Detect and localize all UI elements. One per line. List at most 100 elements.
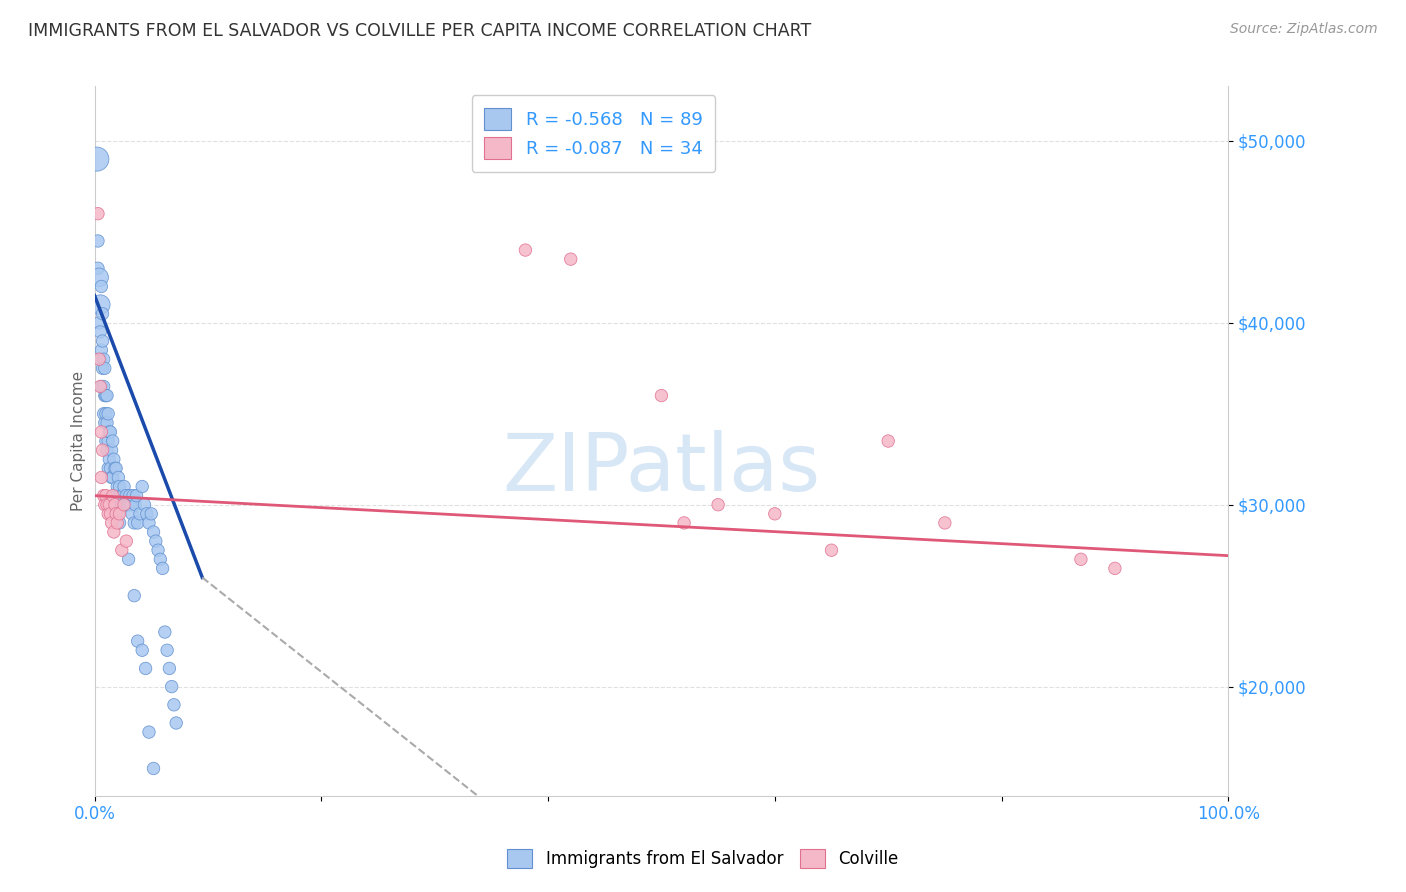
Point bbox=[124, 498, 146, 512]
Point bbox=[93, 352, 115, 367]
Point bbox=[108, 479, 131, 493]
Point bbox=[100, 425, 122, 439]
Point bbox=[94, 407, 117, 421]
Point bbox=[117, 498, 139, 512]
Point bbox=[117, 498, 139, 512]
Point bbox=[96, 388, 118, 402]
Point bbox=[127, 634, 149, 648]
Point bbox=[118, 489, 141, 503]
Point bbox=[108, 516, 131, 530]
Point bbox=[94, 388, 117, 402]
Point bbox=[87, 207, 110, 221]
Point bbox=[115, 534, 138, 549]
Point bbox=[101, 489, 124, 503]
Point bbox=[87, 270, 110, 285]
Point bbox=[100, 507, 122, 521]
Point bbox=[673, 516, 696, 530]
Point bbox=[135, 661, 157, 675]
Point bbox=[114, 498, 136, 512]
Point bbox=[1070, 552, 1092, 566]
Point bbox=[89, 325, 111, 339]
Point bbox=[98, 425, 121, 439]
Point bbox=[87, 352, 110, 367]
Point bbox=[105, 498, 128, 512]
Text: ZIPatlas: ZIPatlas bbox=[502, 431, 821, 508]
Point bbox=[122, 489, 145, 503]
Point bbox=[96, 416, 118, 430]
Legend: Immigrants from El Salvador, Colville: Immigrants from El Salvador, Colville bbox=[501, 843, 905, 875]
Point bbox=[89, 352, 111, 367]
Point bbox=[90, 379, 112, 393]
Point bbox=[98, 498, 121, 512]
Point bbox=[149, 552, 172, 566]
Point bbox=[820, 543, 842, 558]
Point bbox=[650, 388, 672, 402]
Point bbox=[111, 489, 134, 503]
Point bbox=[152, 561, 174, 575]
Point bbox=[100, 470, 122, 484]
Point bbox=[97, 461, 120, 475]
Point bbox=[127, 516, 149, 530]
Point bbox=[157, 661, 180, 675]
Point bbox=[104, 498, 127, 512]
Point bbox=[89, 298, 111, 312]
Point bbox=[112, 498, 135, 512]
Point bbox=[156, 643, 179, 657]
Point bbox=[104, 498, 127, 512]
Point bbox=[125, 489, 148, 503]
Point bbox=[121, 507, 143, 521]
Point bbox=[153, 625, 176, 640]
Point bbox=[707, 498, 730, 512]
Point bbox=[165, 716, 187, 731]
Point bbox=[87, 316, 110, 330]
Point bbox=[103, 524, 125, 539]
Point bbox=[135, 507, 157, 521]
Point bbox=[101, 434, 124, 448]
Point bbox=[108, 507, 131, 521]
Point bbox=[90, 470, 112, 484]
Point bbox=[105, 489, 128, 503]
Point bbox=[93, 489, 115, 503]
Point bbox=[103, 452, 125, 467]
Point bbox=[107, 470, 129, 484]
Point bbox=[94, 361, 117, 376]
Point bbox=[104, 461, 127, 475]
Point bbox=[515, 243, 537, 257]
Point bbox=[90, 425, 112, 439]
Point bbox=[91, 334, 114, 348]
Point bbox=[86, 152, 108, 166]
Point bbox=[1104, 561, 1126, 575]
Point bbox=[100, 443, 122, 458]
Point bbox=[97, 434, 120, 448]
Point bbox=[87, 261, 110, 276]
Legend: R = -0.568   N = 89, R = -0.087   N = 34: R = -0.568 N = 89, R = -0.087 N = 34 bbox=[471, 95, 716, 172]
Point bbox=[94, 416, 117, 430]
Point bbox=[89, 379, 111, 393]
Point bbox=[138, 516, 160, 530]
Point bbox=[131, 643, 153, 657]
Point bbox=[112, 479, 135, 493]
Point bbox=[91, 443, 114, 458]
Point bbox=[91, 307, 114, 321]
Point bbox=[93, 407, 115, 421]
Point bbox=[97, 407, 120, 421]
Point bbox=[142, 762, 165, 776]
Point bbox=[142, 524, 165, 539]
Point bbox=[91, 361, 114, 376]
Point bbox=[122, 516, 145, 530]
Point bbox=[141, 507, 163, 521]
Point bbox=[96, 443, 118, 458]
Point bbox=[103, 489, 125, 503]
Point bbox=[90, 343, 112, 358]
Point bbox=[101, 470, 124, 484]
Point bbox=[94, 498, 117, 512]
Point bbox=[100, 461, 122, 475]
Text: IMMIGRANTS FROM EL SALVADOR VS COLVILLE PER CAPITA INCOME CORRELATION CHART: IMMIGRANTS FROM EL SALVADOR VS COLVILLE … bbox=[28, 22, 811, 40]
Point bbox=[560, 252, 582, 267]
Point bbox=[111, 543, 134, 558]
Point bbox=[94, 388, 117, 402]
Point bbox=[96, 498, 118, 512]
Point bbox=[122, 589, 145, 603]
Point bbox=[105, 461, 128, 475]
Y-axis label: Per Capita Income: Per Capita Income bbox=[72, 371, 86, 511]
